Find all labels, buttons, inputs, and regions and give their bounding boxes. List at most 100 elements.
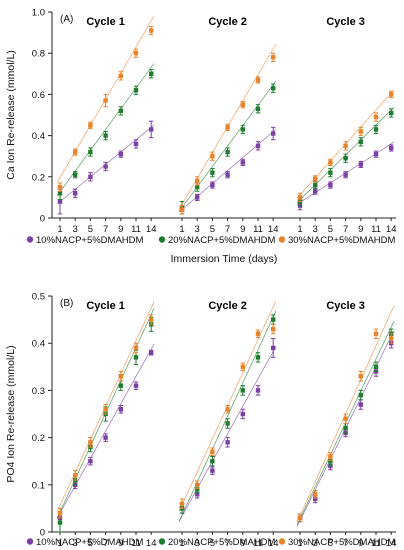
y-tick-label: 0.2 xyxy=(32,433,45,444)
data-point xyxy=(88,459,93,464)
data-point xyxy=(389,110,394,116)
x-tick-label: 11 xyxy=(131,538,141,549)
x-tick-label: 5 xyxy=(88,538,93,549)
legend-label: 30%NACP+5%DMAHDM xyxy=(288,235,396,246)
trend-line xyxy=(56,343,155,519)
data-point xyxy=(343,416,348,421)
data-point xyxy=(343,143,348,149)
data-point xyxy=(343,172,348,177)
series-3 xyxy=(56,15,155,192)
data-point xyxy=(271,345,276,351)
data-point xyxy=(179,207,185,212)
data-point xyxy=(133,141,139,147)
panel-a: 0 0.2 0.4 0.6 0.8 1.0 Ca Ion Re-release (mmol/… xyxy=(5,8,396,266)
series-3 xyxy=(56,301,155,519)
data-point xyxy=(195,492,200,497)
data-point xyxy=(343,425,348,431)
data-point xyxy=(240,102,245,107)
data-point xyxy=(195,487,200,492)
data-point xyxy=(179,501,185,506)
data-point xyxy=(328,160,333,165)
y-tick-label: 0 xyxy=(40,214,45,225)
data-point xyxy=(328,454,333,459)
data-point xyxy=(133,383,139,388)
cycle-title: Cycle 1 xyxy=(86,16,125,28)
legend-marker xyxy=(26,538,34,545)
data-point xyxy=(373,331,379,336)
y-tick-label: 1.0 xyxy=(32,8,45,19)
data-point xyxy=(328,170,333,175)
x-tick-label: 14 xyxy=(268,538,279,549)
x-axis-label: Immersion Time (days) xyxy=(171,253,278,265)
cycle-title: Cycle 3 xyxy=(326,16,365,28)
legend-marker xyxy=(278,538,286,545)
data-point xyxy=(373,364,379,369)
data-point xyxy=(133,51,139,56)
cycle-3: Cycle 3 1 3 5 7 9 11 14 xyxy=(296,16,396,235)
x-tick-label: 3 xyxy=(313,538,318,549)
x-tick-label: 11 xyxy=(131,224,141,235)
x-tick-label: 11 xyxy=(253,224,263,235)
data-point xyxy=(271,86,276,91)
y-axis-label: Ca Ion Re-release (mmol/L) xyxy=(5,50,17,180)
data-point xyxy=(103,407,108,412)
series-1 xyxy=(56,343,155,524)
data-point xyxy=(118,108,123,114)
x-tick-label: 11 xyxy=(253,538,263,549)
series-3 xyxy=(296,305,395,523)
legend-label: 10%NACP+5%DMAHDM xyxy=(36,235,144,246)
cycle-1: Cycle 1 1 3 5 7 9 11 14 xyxy=(56,300,157,549)
y-tick-label: 0.4 xyxy=(32,131,45,142)
data-point xyxy=(118,374,123,379)
data-point xyxy=(255,106,261,112)
series-1 xyxy=(178,337,277,522)
x-tick-label: 3 xyxy=(73,224,78,235)
data-point xyxy=(240,411,245,417)
data-point xyxy=(195,195,200,200)
data-point xyxy=(358,139,363,144)
data-point xyxy=(225,440,230,445)
legend-label: 30%NACP+5%DMAHDM xyxy=(288,537,396,548)
data-point xyxy=(103,435,108,440)
x-tick-label: 7 xyxy=(225,538,230,549)
x-tick-label: 5 xyxy=(210,538,215,549)
data-point xyxy=(118,151,123,157)
cycle-2: Cycle 2 1 3 5 7 9 11 14 xyxy=(178,16,278,235)
series-3 xyxy=(296,89,395,203)
y-tick-label: 0 xyxy=(40,528,45,539)
data-point xyxy=(195,178,200,184)
x-tick-label: 9 xyxy=(118,224,123,235)
legend: 10%NACP+5%DMAHDM 20%NACP+5%DMAHDM 30%NACP+… xyxy=(26,235,396,246)
trend-line xyxy=(178,310,277,522)
x-tick-label: 14 xyxy=(146,538,157,549)
data-point xyxy=(271,326,276,332)
x-tick-label: 3 xyxy=(313,224,318,235)
x-tick-label: 7 xyxy=(103,224,108,235)
data-point xyxy=(297,515,303,521)
x-tick-label: 9 xyxy=(240,538,245,549)
data-point xyxy=(373,151,379,157)
cycle-2: Cycle 2 1 3 5 7 9 11 14 xyxy=(178,300,279,549)
data-point xyxy=(210,182,215,188)
y-tick-label: 0.5 xyxy=(32,292,45,303)
x-tick-label: 14 xyxy=(386,538,397,549)
data-point xyxy=(297,195,303,200)
data-point xyxy=(73,172,78,177)
cycle-title: Cycle 2 xyxy=(208,16,247,28)
cycle-3: Cycle 3 1 3 5 7 9 11 14 xyxy=(296,300,397,549)
data-point xyxy=(225,149,230,155)
data-point xyxy=(313,182,318,188)
x-tick-label: 3 xyxy=(195,224,200,235)
cycle-1: Cycle 1 1 3 5 7 9 11 14 xyxy=(56,15,156,235)
x-tick-label: 5 xyxy=(88,224,93,235)
data-point xyxy=(358,402,363,407)
data-point xyxy=(255,355,261,360)
legend-label: 20%NACP+5%DMAHDM xyxy=(168,537,276,548)
data-point xyxy=(57,520,63,525)
data-point xyxy=(313,189,318,194)
data-point xyxy=(358,129,363,134)
x-tick-label: 11 xyxy=(371,538,381,549)
x-tick-label: 3 xyxy=(195,538,200,549)
x-tick-label: 1 xyxy=(297,538,302,549)
data-point xyxy=(133,88,139,93)
